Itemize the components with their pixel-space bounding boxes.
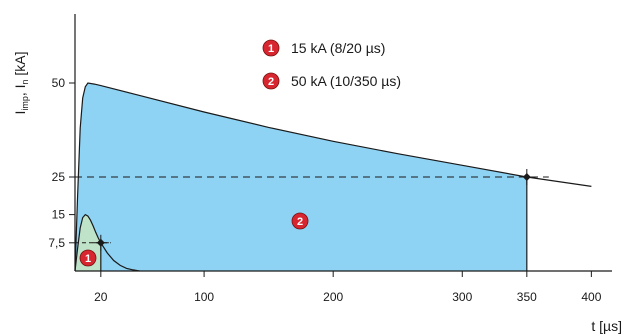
- legend-marker: [262, 72, 280, 90]
- series-50ka-marker-label: 2: [297, 216, 303, 228]
- legend-marker-label: 1: [268, 43, 274, 55]
- x-tick-label: 200: [323, 290, 343, 304]
- series-15ka-marker-label: 1: [85, 253, 91, 265]
- legend-label: 50 kA (10/350 µs): [291, 73, 401, 89]
- reference-point: [96, 238, 105, 247]
- y-tick-label: 15: [52, 208, 66, 222]
- x-tick-label: 300: [452, 290, 472, 304]
- x-tick-label: 20: [94, 290, 108, 304]
- series-50ka-line: [74, 82, 592, 272]
- series-50ka-area: [75, 83, 527, 271]
- x-axis-label: t [µs]: [591, 318, 622, 334]
- y-tick-label: 7,5: [48, 236, 65, 250]
- series-15ka-marker: [79, 249, 97, 267]
- legend-label: 15 kA (8/20 µs): [291, 40, 385, 56]
- x-tick-label: 100: [194, 290, 214, 304]
- x-tick-label: 400: [581, 290, 601, 304]
- x-tick-label: 350: [517, 290, 537, 304]
- y-tick-label: 50: [52, 76, 66, 90]
- y-tick-label: 25: [52, 170, 66, 184]
- series-50ka-marker: [291, 212, 309, 230]
- legend-marker-label: 2: [268, 76, 274, 88]
- y-axis-label: Iimp, In [kA]: [12, 51, 30, 114]
- reference-point: [522, 173, 531, 181]
- legend-marker: [262, 39, 280, 57]
- series-15ka-line: [74, 213, 140, 272]
